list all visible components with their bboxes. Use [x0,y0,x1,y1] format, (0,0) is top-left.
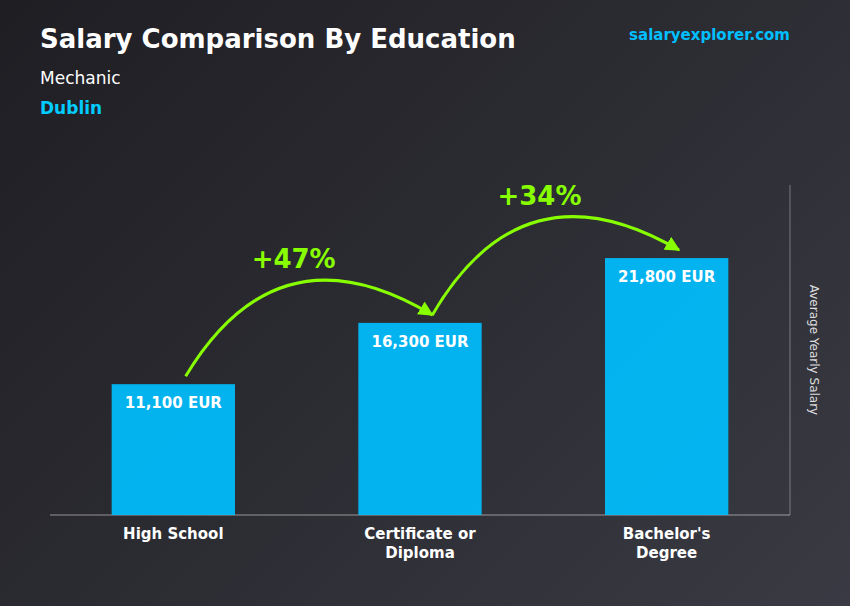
bar [358,323,481,515]
x-tick-label-line: Certificate or [364,525,476,543]
annotation: +47% [252,244,336,274]
growth-arrow [432,217,679,315]
y-axis-label: Average Yearly Salary [807,285,821,415]
source: salaryexplorer.com [629,26,790,44]
chart-container: Salary Comparison By Education Mechanic Du… [0,0,850,606]
data-label: 21,800 EUR [618,268,716,286]
data-label: 16,300 EUR [371,333,469,351]
bars [112,258,729,515]
x-tick-label: High School [123,525,223,543]
chart-svg: Salary Comparison By Education Mechanic Du… [0,0,850,606]
x-tick-label: Certificate orDiploma [364,525,476,562]
growth-arrow [186,280,433,376]
y-axis-line [790,185,791,515]
x-tick-label-line: Diploma [385,544,455,562]
bar [605,258,728,515]
x-tick-label: Bachelor'sDegree [623,525,711,562]
x-tick-label-line: Degree [636,544,697,562]
x-tick-label-line: Bachelor's [623,525,711,543]
bar [112,384,235,515]
annotation: +34% [497,181,581,211]
title: Salary Comparison By Education [40,24,516,54]
page: {"chart_data": {"type": "bar", "title": … [0,0,850,606]
subtitle: Dublin [40,98,102,118]
x-tick-label-line: High School [123,525,223,543]
subtitle: Mechanic [40,68,121,88]
data-label: 11,100 EUR [125,394,223,412]
